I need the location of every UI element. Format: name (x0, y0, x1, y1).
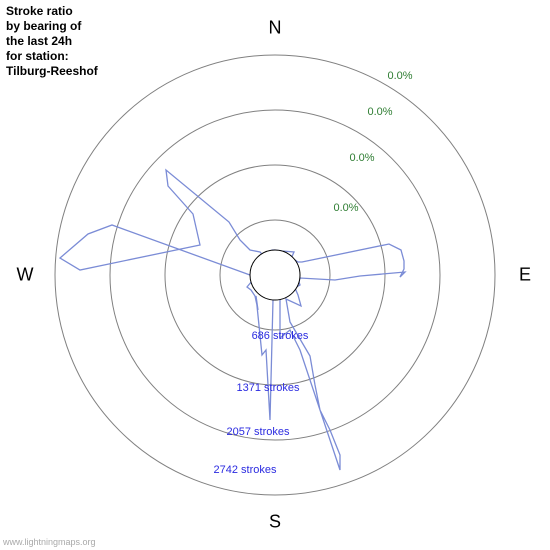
chart-title: Stroke ratio by bearing of the last 24h … (6, 4, 98, 79)
chart-root: Stroke ratio by bearing of the last 24h … (0, 0, 550, 550)
pct-ring-1: 0.0% (333, 202, 358, 214)
dir-n: N (269, 18, 282, 39)
pct-ring-4: 0.0% (387, 70, 412, 82)
strokes-ring-3: 2057 strokes (227, 426, 290, 438)
stroke-rose-polyline (60, 170, 405, 470)
title-line-2: by bearing of (6, 19, 81, 33)
dir-s: S (269, 512, 281, 533)
strokes-ring-1: 686 strokes (252, 330, 309, 342)
title-line-3: the last 24h (6, 34, 72, 48)
pct-ring-2: 0.0% (349, 152, 374, 164)
strokes-ring-2: 1371 strokes (237, 382, 300, 394)
dir-e: E (519, 265, 531, 286)
dir-w: W (17, 265, 34, 286)
center-hub-circle (250, 250, 300, 300)
title-line-4: for station: (6, 49, 69, 63)
title-line-1: Stroke ratio (6, 4, 73, 18)
title-line-5: Tilburg-Reeshof (6, 64, 98, 78)
strokes-ring-4: 2742 strokes (214, 464, 277, 476)
attribution: www.lightningmaps.org (3, 537, 96, 547)
pct-ring-3: 0.0% (367, 106, 392, 118)
